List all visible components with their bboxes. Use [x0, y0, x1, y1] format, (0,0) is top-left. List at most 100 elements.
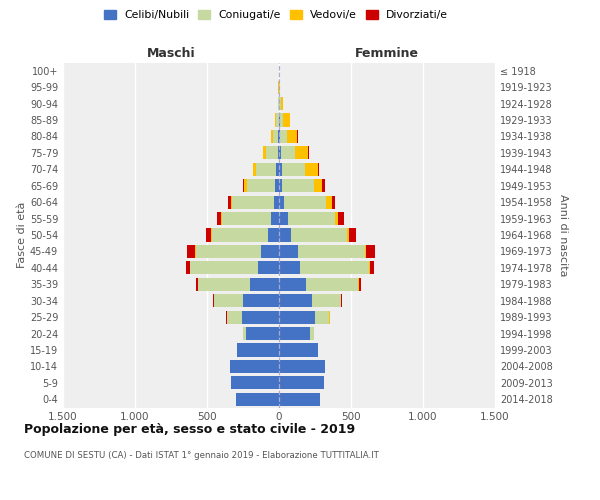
Bar — [300, 262, 369, 274]
Bar — [275, 114, 277, 126]
Bar — [196, 245, 261, 258]
Bar — [279, 310, 315, 324]
Bar — [256, 162, 277, 176]
Bar — [278, 97, 279, 110]
Bar — [243, 327, 246, 340]
Bar — [279, 294, 312, 308]
Text: Femmine: Femmine — [355, 47, 419, 60]
Y-axis label: Anni di nascita: Anni di nascita — [558, 194, 568, 276]
Bar — [335, 212, 338, 225]
Bar — [287, 130, 298, 143]
Bar — [349, 228, 356, 241]
Bar — [279, 392, 320, 406]
Bar — [279, 146, 281, 160]
Bar — [199, 278, 250, 291]
Bar — [244, 179, 247, 192]
Bar — [280, 130, 287, 143]
Bar — [305, 278, 358, 291]
Bar — [277, 162, 279, 176]
Bar — [295, 146, 308, 160]
Text: Maschi: Maschi — [146, 47, 196, 60]
Bar — [258, 262, 279, 274]
Bar — [322, 179, 325, 192]
Legend: Celibi/Nubili, Coniugati/e, Vedovi/e, Divorziati/e: Celibi/Nubili, Coniugati/e, Vedovi/e, Di… — [100, 6, 452, 25]
Bar — [196, 278, 198, 291]
Bar — [280, 97, 281, 110]
Bar — [305, 162, 317, 176]
Bar — [222, 212, 271, 225]
Bar — [214, 294, 243, 308]
Bar — [261, 245, 279, 258]
Bar — [358, 278, 359, 291]
Bar — [213, 294, 214, 308]
Bar — [271, 212, 279, 225]
Bar — [274, 196, 279, 208]
Bar — [232, 376, 279, 390]
Bar — [253, 162, 256, 176]
Bar — [283, 114, 290, 126]
Bar — [242, 310, 279, 324]
Bar — [221, 212, 222, 225]
Bar — [287, 212, 335, 225]
Bar — [281, 146, 295, 160]
Bar — [279, 228, 290, 241]
Bar — [279, 245, 298, 258]
Bar — [338, 212, 344, 225]
Bar — [246, 327, 279, 340]
Bar — [281, 97, 283, 110]
Bar — [279, 262, 300, 274]
Bar — [278, 130, 279, 143]
Bar — [290, 228, 347, 241]
Bar — [312, 294, 341, 308]
Bar — [211, 228, 212, 241]
Bar — [310, 327, 314, 340]
Bar — [332, 196, 335, 208]
Bar — [217, 212, 221, 225]
Bar — [228, 196, 231, 208]
Bar — [279, 114, 280, 126]
Bar — [359, 278, 361, 291]
Bar — [277, 114, 278, 126]
Bar — [190, 262, 258, 274]
Y-axis label: Fasce di età: Fasce di età — [17, 202, 27, 268]
Bar — [279, 130, 280, 143]
Bar — [279, 278, 305, 291]
Bar — [341, 294, 342, 308]
Text: COMUNE DI SESTU (CA) - Dati ISTAT 1° gennaio 2019 - Elaborazione TUTTITALIA.IT: COMUNE DI SESTU (CA) - Dati ISTAT 1° gen… — [24, 451, 379, 460]
Bar — [232, 196, 274, 208]
Bar — [212, 228, 268, 241]
Bar — [271, 130, 273, 143]
Bar — [263, 146, 266, 160]
Bar — [227, 310, 242, 324]
Bar — [279, 327, 310, 340]
Bar — [279, 179, 282, 192]
Bar — [347, 228, 349, 241]
Bar — [187, 245, 196, 258]
Bar — [268, 228, 279, 241]
Bar — [280, 114, 283, 126]
Bar — [284, 196, 326, 208]
Bar — [278, 146, 279, 160]
Bar — [282, 179, 314, 192]
Bar — [326, 196, 332, 208]
Bar — [315, 310, 329, 324]
Bar — [230, 360, 279, 373]
Bar — [279, 162, 281, 176]
Bar — [279, 212, 287, 225]
Bar — [273, 130, 278, 143]
Bar — [237, 344, 279, 356]
Bar — [317, 162, 319, 176]
Bar — [279, 376, 323, 390]
Bar — [365, 245, 366, 258]
Bar — [231, 196, 232, 208]
Bar — [206, 228, 211, 241]
Bar — [279, 196, 284, 208]
Bar — [279, 360, 325, 373]
Bar — [250, 278, 279, 291]
Bar — [279, 344, 318, 356]
Text: Popolazione per età, sesso e stato civile - 2019: Popolazione per età, sesso e stato civil… — [24, 422, 355, 436]
Bar — [370, 262, 374, 274]
Bar — [236, 392, 279, 406]
Bar — [314, 179, 322, 192]
Bar — [243, 179, 244, 192]
